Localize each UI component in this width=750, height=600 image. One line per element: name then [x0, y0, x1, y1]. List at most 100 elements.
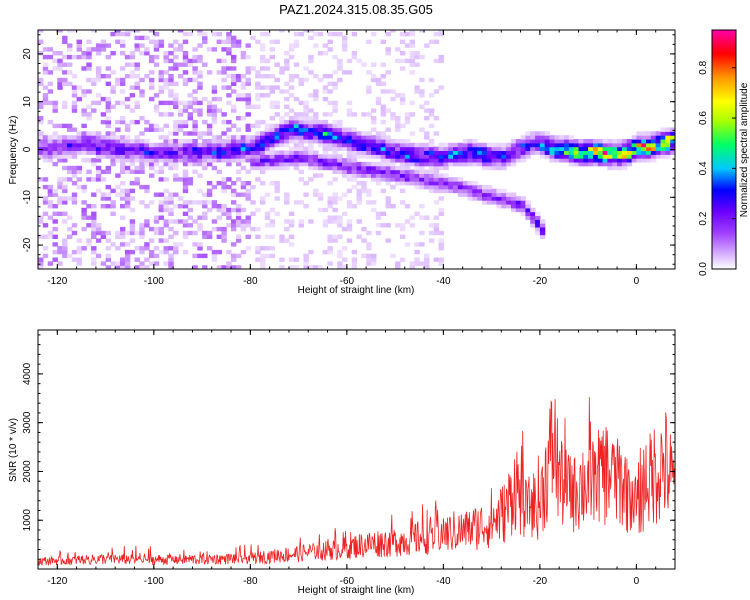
heatmap-cell — [288, 77, 295, 83]
heatmap-cell — [366, 154, 372, 159]
heatmap-cell — [568, 146, 575, 151]
heatmap-cell — [197, 131, 203, 136]
heatmap-cell — [163, 77, 169, 83]
heatmap-cell — [221, 85, 227, 90]
heatmap-cell — [554, 158, 560, 163]
heatmap-cell — [52, 249, 58, 255]
heatmap-cell — [510, 204, 517, 209]
heatmap-cell — [182, 39, 189, 44]
heatmap-cell — [71, 223, 78, 228]
heatmap-cell — [308, 58, 314, 64]
heatmap-cell — [650, 142, 657, 148]
heatmap-cell — [409, 58, 415, 64]
heatmap-cell — [419, 104, 425, 109]
heatmap-cell — [453, 188, 459, 194]
heatmap-cell — [216, 108, 222, 113]
heatmap-cell — [187, 200, 193, 205]
heatmap-cell — [110, 131, 116, 136]
heatmap-cell — [279, 154, 285, 159]
heatmap-cell — [231, 158, 237, 163]
heatmap-cell — [235, 253, 242, 259]
heatmap-cell — [274, 196, 280, 201]
heatmap-cell — [47, 139, 54, 144]
heatmap-cell — [245, 142, 251, 148]
heatmap-cell — [192, 219, 198, 224]
heatmap-cell — [409, 177, 415, 182]
heatmap-cell — [250, 146, 256, 151]
heatmap-cell — [250, 211, 256, 216]
heatmap-cell — [211, 150, 218, 155]
heatmap-cell — [255, 39, 261, 44]
heatmap-cell — [124, 135, 131, 140]
heatmap-cell — [337, 196, 343, 201]
heatmap-cell — [231, 108, 237, 113]
heatmap-cell — [129, 219, 136, 224]
heatmap-cell — [71, 165, 78, 171]
heatmap-cell — [380, 108, 386, 113]
heatmap-cell — [91, 100, 97, 106]
heatmap-cell — [578, 158, 584, 163]
heatmap-cell — [202, 146, 208, 151]
heatmap-cell — [496, 165, 502, 171]
heatmap-cell — [390, 116, 396, 121]
heatmap-cell — [366, 173, 372, 178]
heatmap-cell — [453, 184, 459, 190]
heatmap-cell — [457, 192, 464, 197]
heatmap-cell — [332, 146, 338, 151]
heatmap-cell — [346, 142, 353, 148]
heatmap-cell — [149, 70, 155, 75]
heatmap-cell — [173, 93, 179, 98]
heatmap-cell — [115, 146, 121, 151]
heatmap-cell — [327, 158, 333, 163]
heatmap-cell — [182, 131, 189, 136]
heatmap-cell — [168, 196, 174, 201]
heatmap-cell — [375, 230, 382, 236]
heatmap-cell — [38, 119, 44, 125]
heatmap-cell — [221, 238, 227, 243]
heatmap-cell — [346, 204, 353, 209]
heatmap-cell — [187, 62, 193, 67]
heatmap-cell — [163, 58, 169, 64]
heatmap-cell — [395, 265, 401, 269]
heatmap-cell — [57, 123, 63, 129]
heatmap-cell — [260, 43, 266, 48]
snr-x-tick-label: -60 — [340, 576, 355, 587]
heatmap-cell — [211, 112, 218, 117]
heatmap-cell — [42, 150, 49, 155]
heatmap-cell — [351, 112, 358, 117]
heatmap-cell — [158, 192, 164, 197]
heatmap-cell — [231, 123, 237, 129]
heatmap-cell — [650, 154, 657, 159]
heatmap-cell — [71, 127, 78, 132]
heatmap-cell — [375, 161, 382, 167]
heatmap-cell — [535, 139, 541, 144]
heatmap-cell — [457, 184, 464, 190]
heatmap-cell — [182, 184, 189, 190]
heatmap-cell — [124, 150, 131, 155]
heatmap-cell — [260, 169, 266, 174]
heatmap-cell — [235, 39, 242, 44]
heatmap-cell — [221, 139, 227, 144]
heatmap-cell — [115, 127, 121, 132]
heatmap-cell — [192, 146, 198, 151]
heatmap-cell — [317, 131, 324, 136]
heatmap-cell — [366, 39, 372, 44]
heatmap-cell — [134, 165, 140, 171]
heatmap-cell — [221, 207, 227, 213]
heatmap-cell — [617, 154, 623, 159]
heatmap-cell — [366, 169, 372, 174]
heatmap-cell — [197, 154, 203, 159]
heatmap-cell — [274, 39, 280, 44]
heatmap-cell — [226, 150, 232, 155]
heatmap-cell — [269, 116, 275, 121]
heatmap-cell — [535, 215, 541, 220]
heatmap-cell — [327, 219, 333, 224]
heatmap-cell — [346, 238, 353, 243]
heatmap-cell — [226, 127, 232, 132]
heatmap-cell — [192, 100, 198, 106]
heatmap-cell — [399, 158, 406, 163]
heatmap-cell — [322, 249, 329, 255]
heatmap-cell — [91, 47, 97, 52]
heatmap-cell — [144, 127, 150, 132]
heatmap-cell — [260, 54, 266, 60]
